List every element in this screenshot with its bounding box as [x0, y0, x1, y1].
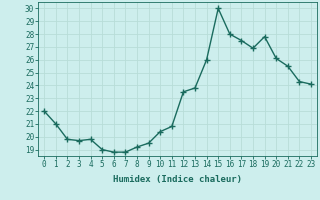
X-axis label: Humidex (Indice chaleur): Humidex (Indice chaleur) [113, 175, 242, 184]
